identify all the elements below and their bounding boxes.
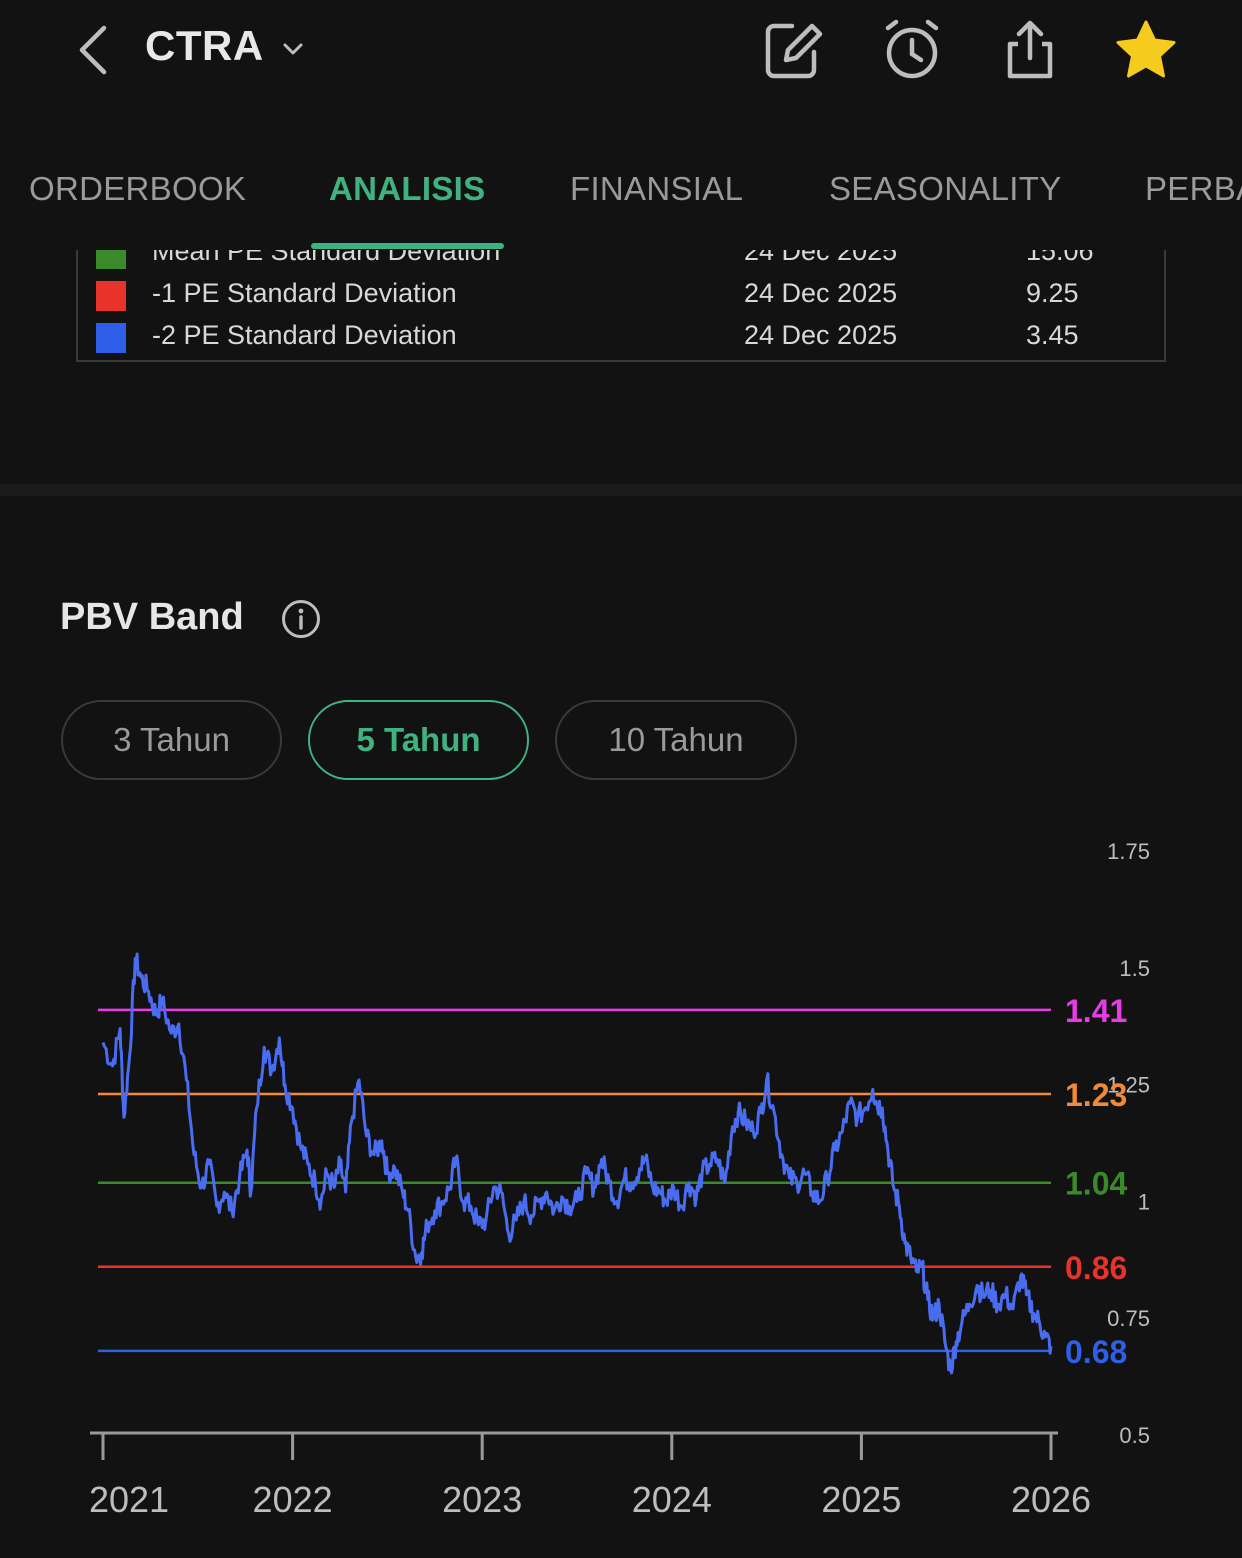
legend-row: -1 PE Standard Deviation 24 Dec 2025 9.2… — [78, 276, 1164, 318]
legend-date: 24 Dec 2025 — [744, 320, 898, 350]
info-button[interactable] — [280, 598, 322, 640]
y-tick-label: 1.5 — [1119, 956, 1150, 981]
ticker-dropdown[interactable] — [280, 36, 306, 62]
x-tick-label: 2022 — [253, 1479, 333, 1520]
x-tick-label: 2026 — [1011, 1479, 1091, 1520]
alarm-button[interactable] — [880, 18, 944, 82]
pe-band-legend: Mean PE Standard Deviation 24 Dec 2025 1… — [76, 250, 1166, 362]
tab-perbandingan[interactable]: PERBA — [1145, 170, 1242, 207]
tab-seasonality[interactable]: SEASONALITY — [829, 170, 1062, 207]
y-tick-label: 0.5 — [1119, 1423, 1150, 1448]
band-label: 1.41 — [1065, 993, 1127, 1029]
band-label: 1.04 — [1065, 1166, 1127, 1202]
band-label: 0.68 — [1065, 1334, 1127, 1370]
tab-finansial[interactable]: FINANSIAL — [570, 170, 744, 207]
top-bar: CTRA — [0, 0, 1242, 110]
section-divider — [0, 484, 1242, 496]
band-label: 0.86 — [1065, 1250, 1127, 1286]
y-tick-label: 1 — [1138, 1189, 1150, 1214]
legend-value: 3.45 — [1026, 320, 1079, 350]
pbv-series — [101, 952, 1053, 1375]
x-tick-label: 2023 — [442, 1479, 522, 1520]
x-axis: 2021 2022 2023 2024 2025 2026 — [89, 1431, 1091, 1520]
legend-value: 15.06 — [1026, 250, 1094, 266]
chevron-down-icon — [283, 43, 303, 55]
share-button[interactable] — [998, 18, 1062, 82]
legend-name: -1 PE Standard Deviation — [152, 278, 457, 308]
legend-name: Mean PE Standard Deviation — [152, 250, 501, 266]
range-10-tahun[interactable]: 10 Tahun — [555, 700, 797, 780]
range-5-tahun[interactable]: 5 Tahun — [308, 700, 529, 780]
tab-bar: ORDERBOOK ANALISIS FINANSIAL SEASONALITY… — [0, 150, 1242, 250]
band-labels: 1.41 1.23 1.04 0.86 0.68 — [1065, 993, 1127, 1370]
legend-row: Mean PE Standard Deviation 24 Dec 2025 1… — [78, 250, 1164, 276]
range-3-tahun[interactable]: 3 Tahun — [61, 700, 282, 780]
tab-orderbook[interactable]: ORDERBOOK — [29, 170, 247, 207]
band-lines — [98, 1008, 1051, 1353]
active-tab-indicator — [311, 243, 504, 249]
edit-icon — [765, 23, 823, 79]
share-icon — [1007, 20, 1053, 79]
info-icon — [282, 600, 320, 638]
edit-button[interactable] — [762, 18, 826, 82]
y-tick-label: 0.75 — [1107, 1306, 1150, 1331]
watchlist-star-button[interactable] — [1114, 18, 1178, 82]
legend-date: 24 Dec 2025 — [744, 278, 898, 308]
legend-swatch — [96, 281, 126, 311]
y-tick-label: 1.75 — [1107, 839, 1150, 864]
x-tick-label: 2021 — [89, 1479, 169, 1520]
y-axis-labels: 1.75 1.5 1.25 1 0.75 0.5 — [1107, 839, 1150, 1448]
legend-row: -2 PE Standard Deviation 24 Dec 2025 3.4… — [78, 318, 1164, 360]
section-title: PBV Band — [60, 596, 244, 638]
back-icon — [79, 25, 107, 75]
legend-swatch — [96, 250, 126, 269]
pbv-band-chart: 1.75 1.5 1.25 1 0.75 0.5 1.41 1.23 1.04 0.86 0.68… — [89, 839, 1150, 1520]
pbv-line — [101, 952, 1053, 1375]
y-tick-label: 1.25 — [1107, 1073, 1150, 1098]
legend-date: 24 Dec 2025 — [744, 250, 898, 266]
back-button[interactable] — [70, 22, 120, 78]
x-tick-label: 2024 — [632, 1479, 712, 1520]
legend-swatch — [96, 323, 126, 353]
x-tick-label: 2025 — [821, 1479, 901, 1520]
legend-value: 9.25 — [1026, 278, 1079, 308]
band-label: 1.23 — [1065, 1077, 1127, 1113]
alarm-clock-icon — [885, 19, 939, 79]
tab-analisis[interactable]: ANALISIS — [329, 170, 486, 207]
star-icon — [1116, 20, 1176, 78]
ticker-symbol[interactable]: CTRA — [145, 22, 264, 69]
legend-name: -2 PE Standard Deviation — [152, 320, 457, 350]
